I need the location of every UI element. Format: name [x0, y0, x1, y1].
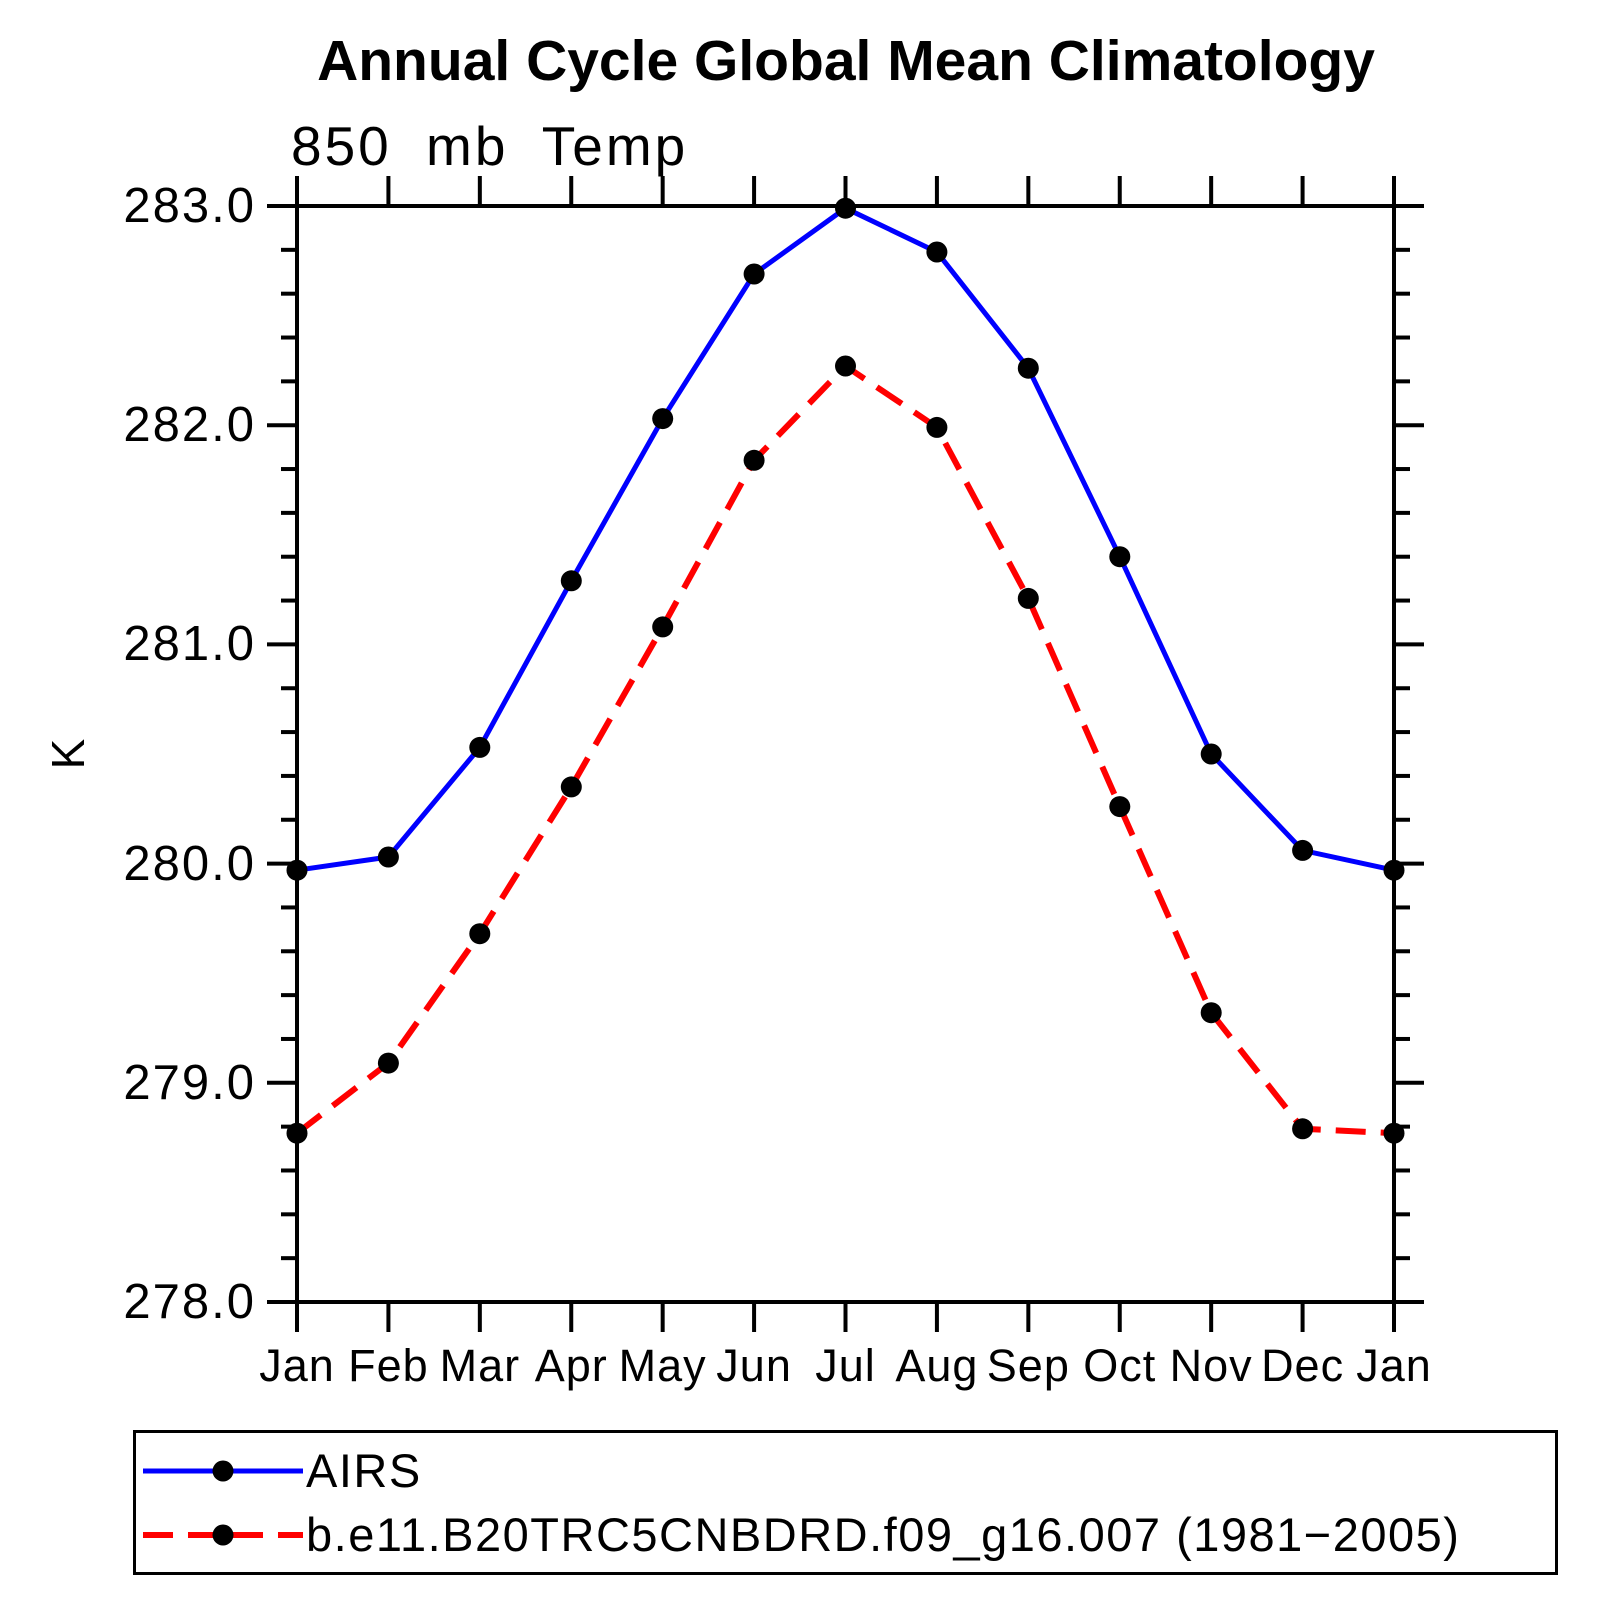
data-point-marker: [1383, 859, 1405, 881]
data-point-marker: [469, 736, 491, 758]
data-point-marker: [1109, 796, 1131, 818]
month-ticks: [295, 176, 1396, 1332]
data-point-marker: [560, 776, 582, 798]
y-tick-label: 279.0: [123, 1055, 256, 1110]
x-tick-label: Sep: [986, 1340, 1070, 1391]
data-point-marker: [377, 1052, 399, 1074]
x-tick-label: Jul: [815, 1340, 876, 1391]
legend-item-airs: AIRS: [140, 1444, 1555, 1497]
model-line-sample-icon: [143, 1524, 303, 1545]
legend-marker-icon: [212, 1524, 234, 1545]
chart-title: Annual Cycle Global Mean Climatology: [317, 29, 1375, 93]
y-tick-label: 281.0: [123, 617, 256, 672]
y-tick-label: 283.0: [123, 179, 256, 233]
legend-label-airs: AIRS: [306, 1444, 422, 1497]
data-point-marker: [1200, 743, 1222, 765]
x-tick-label: Jan: [259, 1340, 335, 1391]
data-point-marker: [377, 846, 399, 868]
x-tick-label: Aug: [895, 1340, 979, 1391]
series-model: [286, 355, 1405, 1144]
y-tick-label: 280.0: [123, 836, 256, 891]
k-scale-ticks: [267, 204, 1424, 1304]
airs-line-sample-icon: [143, 1460, 303, 1481]
data-point-marker: [1017, 587, 1039, 609]
x-tick-label: Oct: [1083, 1340, 1157, 1391]
x-tick-label: Nov: [1169, 1340, 1253, 1391]
x-tick-label: Apr: [534, 1340, 608, 1391]
data-point-marker: [652, 616, 674, 638]
data-point-marker: [1200, 1002, 1222, 1024]
data-point-marker: [286, 1122, 308, 1144]
data-point-marker: [1109, 546, 1131, 568]
data-point-marker: [1383, 1122, 1405, 1144]
data-point-marker: [469, 923, 491, 945]
y-tick-label: 282.0: [123, 398, 256, 453]
series-airs: [286, 197, 1405, 881]
legend-item-model: b.e11.B20TRC5CNBDRD.f09_g16.007 (1981−20…: [140, 1508, 1555, 1561]
x-tick-label: Jun: [716, 1340, 792, 1391]
x-tick-label: May: [618, 1340, 707, 1391]
x-tick-label: Dec: [1261, 1340, 1345, 1391]
data-point-marker: [1292, 839, 1314, 861]
x-tick-label: Feb: [348, 1340, 429, 1391]
x-tick-label: Mar: [439, 1340, 521, 1391]
data-point-marker: [926, 241, 948, 263]
y-tick-label: 278.0: [123, 1275, 256, 1329]
data-point-marker: [1292, 1118, 1314, 1140]
x-tick-label: Jan: [1356, 1340, 1432, 1391]
data-point-marker: [835, 197, 856, 219]
legend-box: AIRS b.e11.B20TRC5CNBDRD.f09_g16.007 (19…: [133, 1430, 1558, 1575]
data-point-marker: [926, 416, 948, 438]
legend-marker-icon: [212, 1460, 234, 1481]
chart-subtitle: 850 mb Temp: [291, 115, 689, 177]
data-point-marker: [560, 570, 582, 592]
data-point-marker: [1017, 357, 1039, 379]
data-point-marker: [743, 449, 765, 471]
data-point-marker: [652, 408, 674, 430]
legend-label-model: b.e11.B20TRC5CNBDRD.f09_g16.007 (1981−20…: [306, 1508, 1461, 1561]
data-point-marker: [286, 859, 308, 881]
data-point-marker: [835, 355, 856, 377]
data-point-marker: [743, 263, 765, 285]
